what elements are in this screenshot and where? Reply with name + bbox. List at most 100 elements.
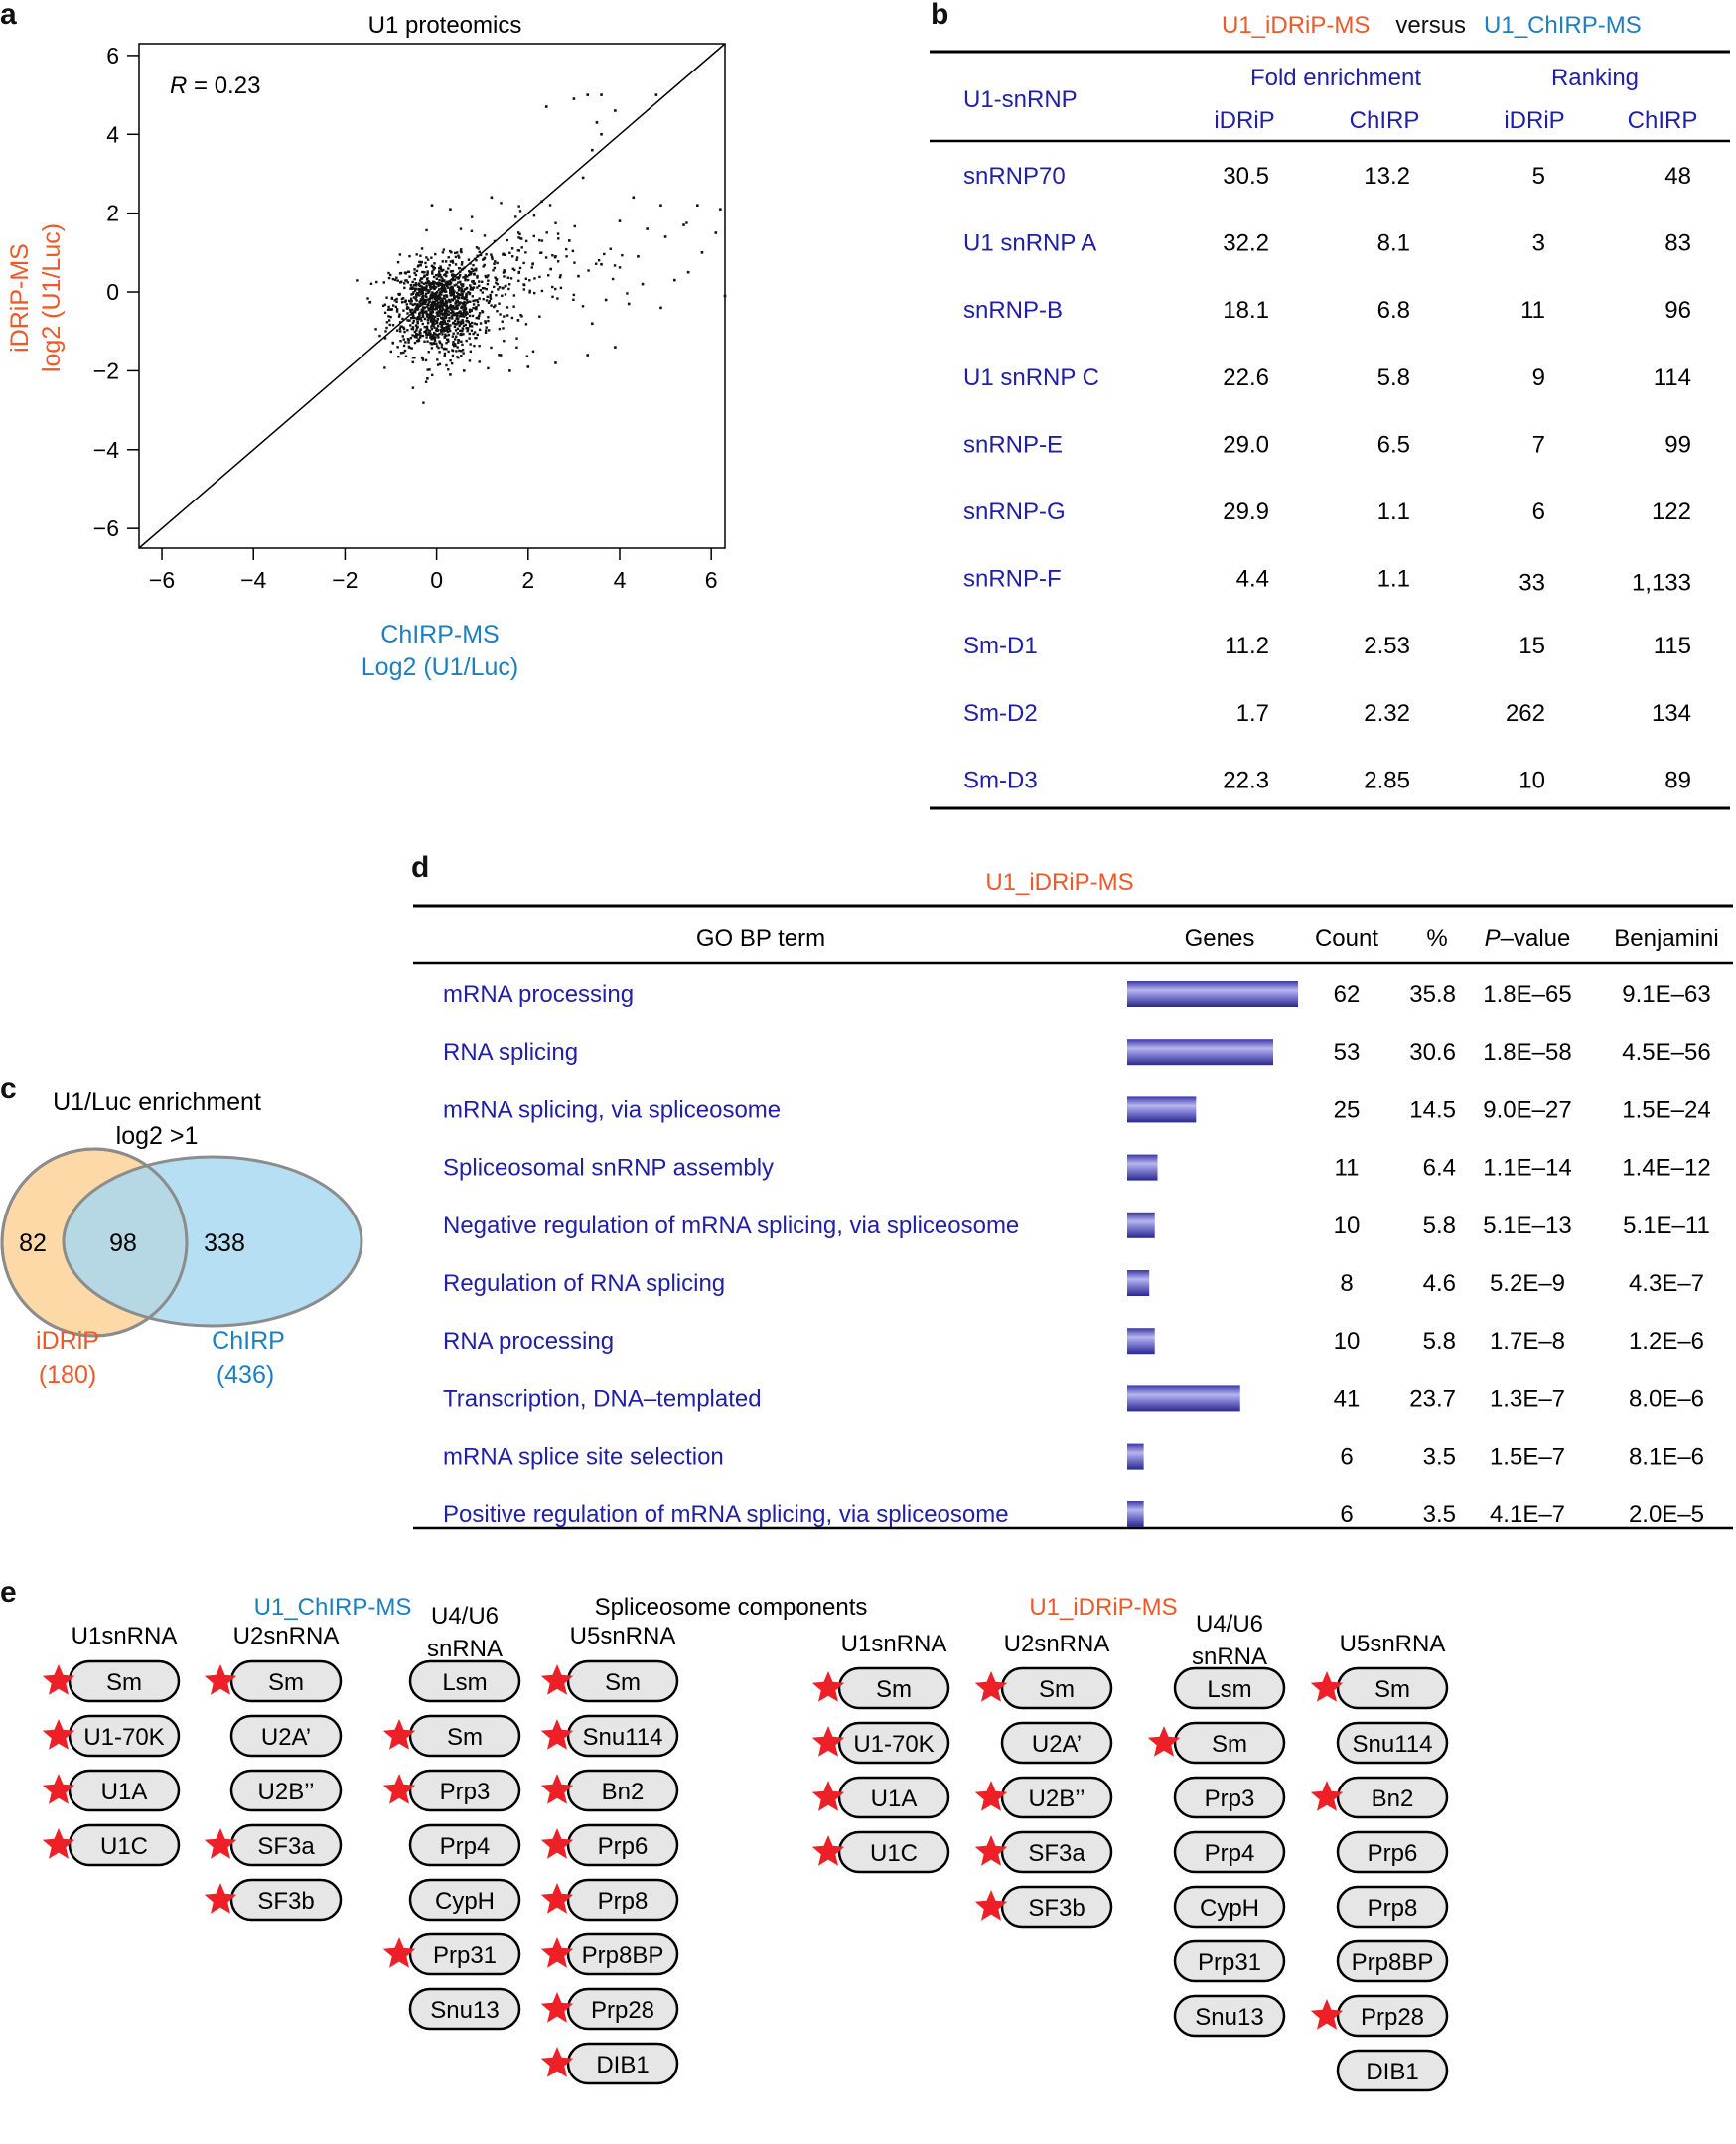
data-point	[472, 269, 475, 273]
data-point	[485, 326, 488, 329]
data-point	[422, 282, 426, 285]
data-point	[438, 341, 442, 345]
data-point	[429, 287, 432, 290]
pill-shape	[408, 1987, 521, 2031]
go-benjamini: 8.1E–6	[1629, 1444, 1704, 1471]
data-point	[453, 345, 456, 348]
data-point	[719, 208, 722, 211]
data-point	[418, 260, 421, 264]
data-point	[419, 328, 422, 331]
go-bar	[1127, 1096, 1197, 1123]
data-point	[402, 351, 405, 355]
data-point	[440, 330, 443, 334]
data-point	[432, 305, 435, 308]
data-point	[454, 338, 457, 341]
data-point	[473, 282, 476, 285]
go-row: mRNA splicing, via spliceosome 25 14.5 9.0E…	[443, 1096, 1711, 1123]
data-point	[440, 346, 444, 349]
table-b-row: U1 snRNP A 32.2 8.1 3 83	[963, 230, 1691, 257]
data-point	[490, 255, 494, 258]
data-point	[454, 255, 458, 259]
data-point	[461, 267, 465, 271]
data-point	[467, 258, 471, 261]
x-axis-label: ChIRP-MS	[380, 621, 499, 648]
data-point	[429, 315, 433, 318]
data-point	[490, 196, 494, 200]
data-point	[420, 281, 424, 284]
data-point	[425, 336, 428, 339]
data-point	[471, 280, 474, 283]
data-point	[413, 357, 416, 359]
data-point	[436, 301, 440, 304]
data-point	[443, 335, 446, 339]
data-point	[478, 328, 482, 332]
protein-name: snRNP-B	[963, 297, 1063, 324]
data-point	[421, 294, 425, 297]
data-point	[399, 330, 402, 333]
detected-star-icon	[382, 1719, 416, 1750]
protein-name: snRNP-F	[963, 566, 1062, 593]
data-point	[416, 320, 419, 324]
data-point	[418, 330, 421, 333]
data-point	[452, 306, 455, 309]
table-b-row: Sm-D3 22.3 2.85 10 89	[963, 767, 1691, 793]
data-point	[404, 272, 408, 275]
pill-shape	[566, 1714, 679, 1758]
data-point	[483, 257, 486, 261]
data-point	[390, 296, 394, 300]
data-point	[540, 251, 543, 254]
data-point	[423, 302, 426, 306]
data-point	[460, 350, 463, 353]
snrna-header: U5snRNA	[570, 1623, 676, 1649]
chirp-components: U1snRNA Sm U1-70K U1A U1C U2snRNA Sm U2A’ U2B’’ S…	[42, 1603, 679, 2085]
table-b-cell: 1,133	[1632, 570, 1691, 597]
data-point	[556, 297, 559, 300]
data-point	[413, 277, 416, 281]
data-point	[459, 280, 462, 284]
go-term: Regulation of RNA splicing	[443, 1270, 725, 1297]
go-col-pvalue: P–value	[1485, 926, 1571, 952]
data-point	[461, 320, 465, 323]
data-point	[395, 310, 399, 313]
data-point	[433, 322, 436, 326]
table-b-cell: 22.6	[1223, 364, 1269, 391]
x-tick-label: −2	[332, 567, 358, 593]
go-benjamini: 2.0E–5	[1629, 1501, 1704, 1528]
data-point	[415, 295, 418, 299]
data-point	[415, 317, 418, 320]
pill-shape	[408, 1714, 521, 1758]
data-point	[456, 306, 459, 310]
data-point	[431, 280, 435, 283]
data-point	[498, 354, 501, 357]
pill-label: SF3a	[1028, 1840, 1085, 1867]
data-point	[646, 227, 649, 230]
data-point	[416, 293, 419, 297]
data-point	[438, 288, 441, 291]
y-axis-label: iDRiP-MS	[6, 243, 34, 353]
r-annotation: R = 0.23	[170, 72, 260, 99]
data-point	[410, 299, 413, 303]
go-term: Transcription, DNA–templated	[443, 1385, 762, 1412]
data-point	[462, 283, 465, 286]
x-axis: −6 −4 −2 0 2 4 6	[149, 548, 718, 593]
data-point	[571, 249, 575, 253]
pill-label: SF3b	[1028, 1895, 1085, 1922]
data-point	[663, 235, 667, 238]
data-point	[443, 352, 447, 356]
data-point	[465, 316, 469, 320]
go-row: Regulation of RNA splicing 8 4.6 5.2E–9 4.3E…	[443, 1270, 1704, 1297]
data-point	[431, 337, 435, 340]
component-pill: Prp28	[540, 1987, 679, 2031]
data-point	[404, 279, 407, 282]
data-point	[410, 293, 413, 296]
data-point	[473, 257, 477, 261]
y-tick-label: −6	[93, 515, 119, 541]
data-point	[408, 319, 411, 322]
data-point	[404, 300, 407, 304]
go-term: mRNA processing	[443, 981, 634, 1008]
data-point	[626, 292, 629, 295]
pill-shape	[837, 1776, 950, 1819]
data-point	[502, 287, 505, 290]
data-point	[431, 309, 434, 313]
data-point	[481, 291, 485, 294]
